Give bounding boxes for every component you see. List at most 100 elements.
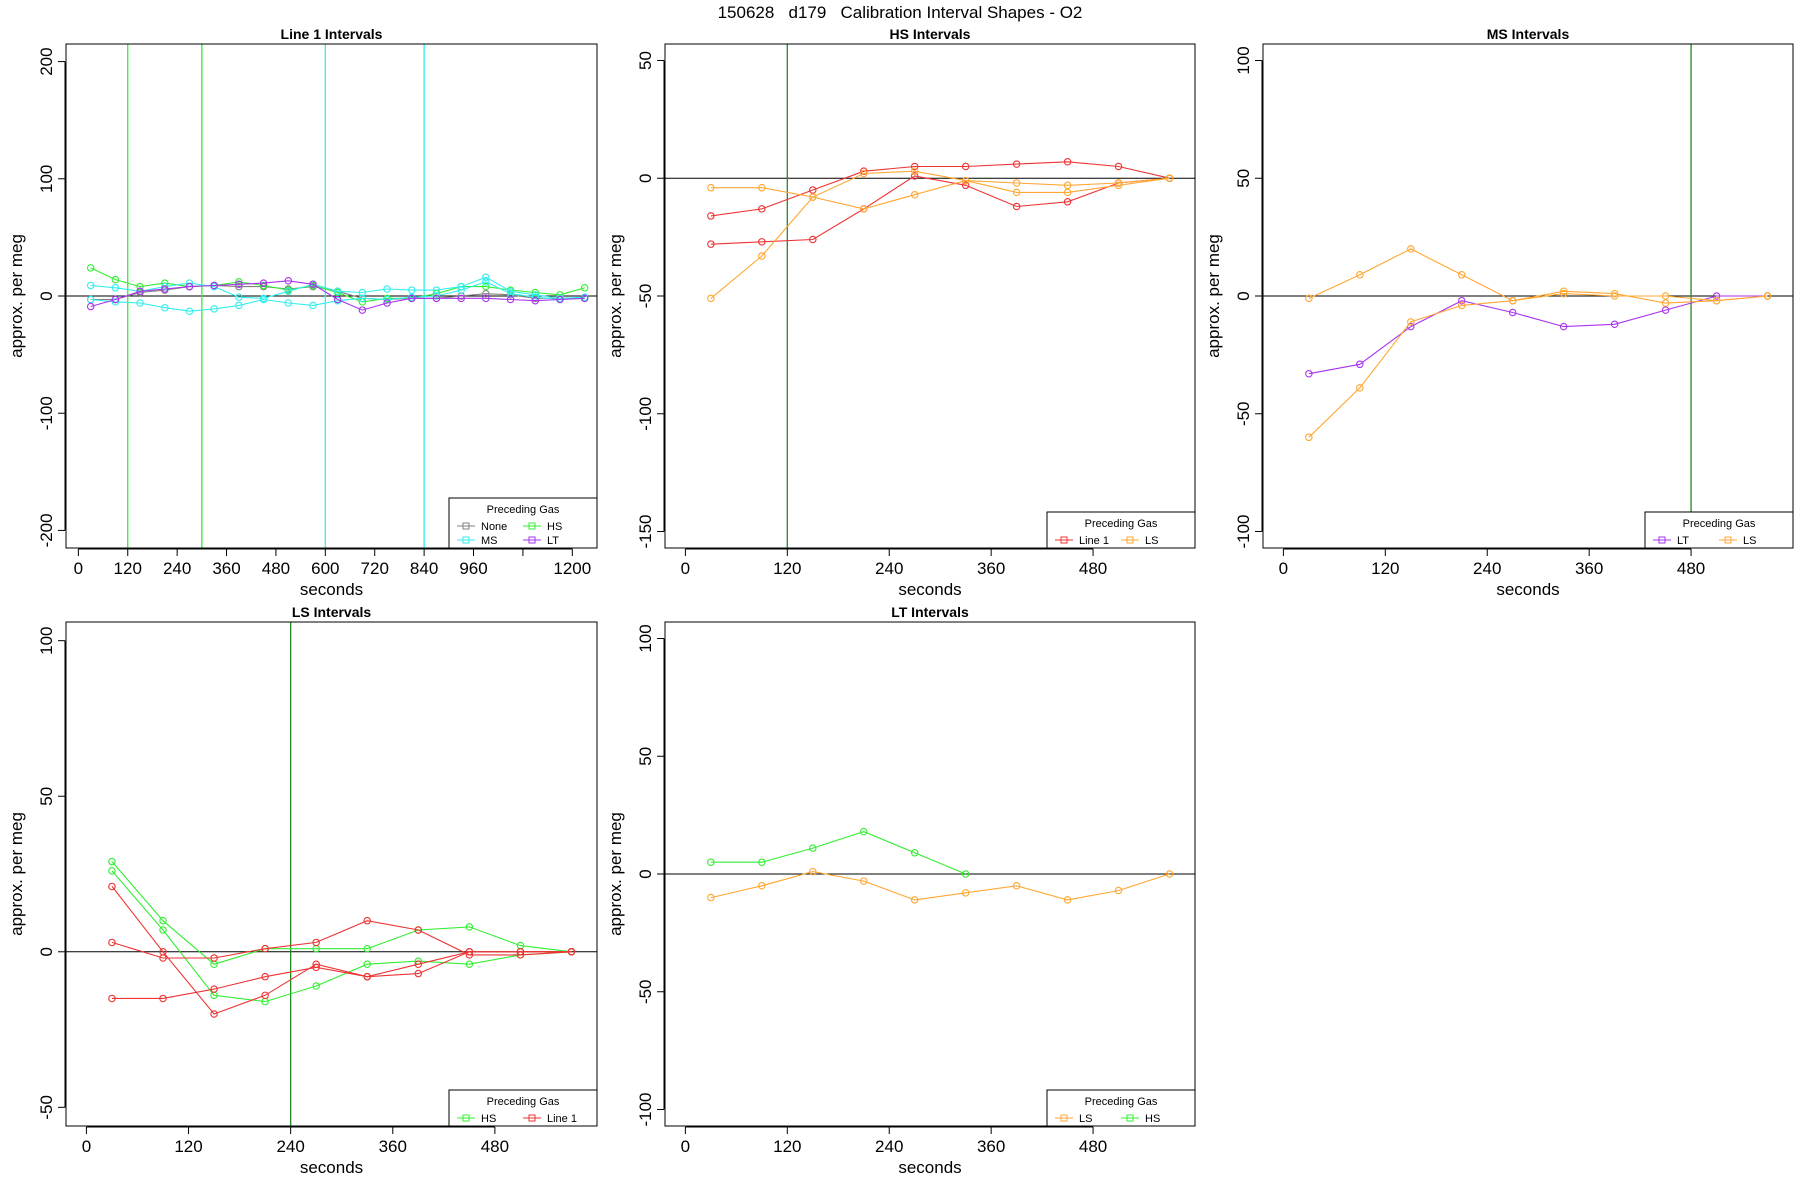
data-point [261,997,269,1006]
data-point [1458,296,1466,305]
x-tick-label: 600 [311,559,339,578]
data-point [809,844,817,852]
data-point [506,287,515,296]
data-point [961,889,970,897]
legend: Preceding Gas LS HS [1046,1089,1196,1127]
data-point [961,162,970,171]
figure-title: 150628 d179 Calibration Interval Shapes … [717,3,1083,22]
data-point [235,278,243,286]
data-point [259,279,268,287]
data-point [185,307,194,315]
data-point [159,926,167,934]
data-point [383,285,391,293]
y-tick-label: 0 [1234,291,1253,300]
data-point [408,294,416,303]
data-point [1356,384,1364,392]
y-tick-label: 50 [636,747,655,766]
data-point [1610,320,1619,329]
data-point [1114,181,1123,190]
x-tick-label: 240 [276,1137,304,1156]
data-point [309,301,317,310]
series-line [111,920,572,959]
data-point [159,948,167,956]
x-tick-label: 360 [212,559,240,578]
series-line [1308,295,1768,375]
chart-panel-1: Line 1 Intervals 0 120 240 360 480 600 720 840 96… [7,26,598,599]
series-line [1308,290,1768,438]
series-line [111,861,572,965]
y-tick-label: -100 [37,396,56,430]
data-point [1114,162,1123,171]
data-point [1305,294,1313,303]
legend-label: LS [1145,535,1158,547]
chart-panel-4: LS Intervals 0 120 240 360 480 seconds -50 0 50 10… [7,604,598,1177]
data-point [457,294,465,303]
data-point [580,294,589,303]
data-point [465,923,474,931]
data-point [961,181,970,190]
data-point [108,938,116,947]
data-point [86,302,95,311]
y-tick-label: 50 [37,787,56,806]
panel-title: LT Intervals [891,604,969,620]
series-line [710,175,1170,245]
data-point [516,941,525,950]
data-point [1305,369,1313,378]
data-point [312,938,320,947]
x-tick-label: 1200 [553,559,591,578]
data-point [1063,896,1072,904]
data-point [284,277,293,285]
data-point [1559,287,1568,296]
x-tick-label: 480 [262,559,290,578]
x-tick-label: 120 [1371,559,1399,578]
panel-title: LS Intervals [292,604,372,620]
data-point [161,303,169,312]
data-point [1407,318,1415,326]
legend-title: Preceding Gas [1085,518,1158,530]
data-point [707,183,715,192]
data-point [111,295,120,304]
series-line [90,267,585,303]
data-point [482,273,490,281]
data-point [210,1010,218,1018]
data-point [567,948,576,956]
plot-frame [664,621,1196,1127]
data-point [1012,179,1021,187]
data-point [363,916,371,925]
data-point [809,186,817,194]
x-tick-label: 120 [773,1137,801,1156]
data-point [1356,271,1364,279]
data-point [1165,870,1174,878]
x-tick-label: 360 [977,1137,1005,1156]
x-tick-label: 240 [875,559,903,578]
chart-panel-5: LT Intervals 0 120 240 360 480 seconds -100 -50 0… [606,604,1196,1177]
data-point [358,306,367,314]
data-point [809,235,817,244]
plot-frame [664,43,1196,549]
data-point [758,858,766,866]
x-tick-label: 0 [82,1137,91,1156]
plot-frame [65,43,598,549]
x-tick-label: 120 [773,559,801,578]
y-tick-label: 100 [1234,46,1253,74]
data-point [758,183,766,192]
series-line [90,281,585,312]
data-point [758,238,766,246]
data-point [159,916,167,925]
y-tick-label: -100 [636,1092,655,1126]
data-point [358,294,367,303]
data-point [333,295,342,304]
data-point [859,827,868,836]
data-point [261,991,269,1000]
data-point [707,858,715,866]
data-point [1559,289,1568,298]
legend-label: HS [1145,1113,1160,1125]
x-tick-label: 0 [681,1137,690,1156]
x-tick-label: 480 [1079,1137,1107,1156]
data-point [414,926,423,934]
data-point [1165,174,1174,182]
legend-label: Line 1 [547,1113,577,1125]
x-axis-label: seconds [300,1158,363,1177]
data-point [516,948,525,956]
